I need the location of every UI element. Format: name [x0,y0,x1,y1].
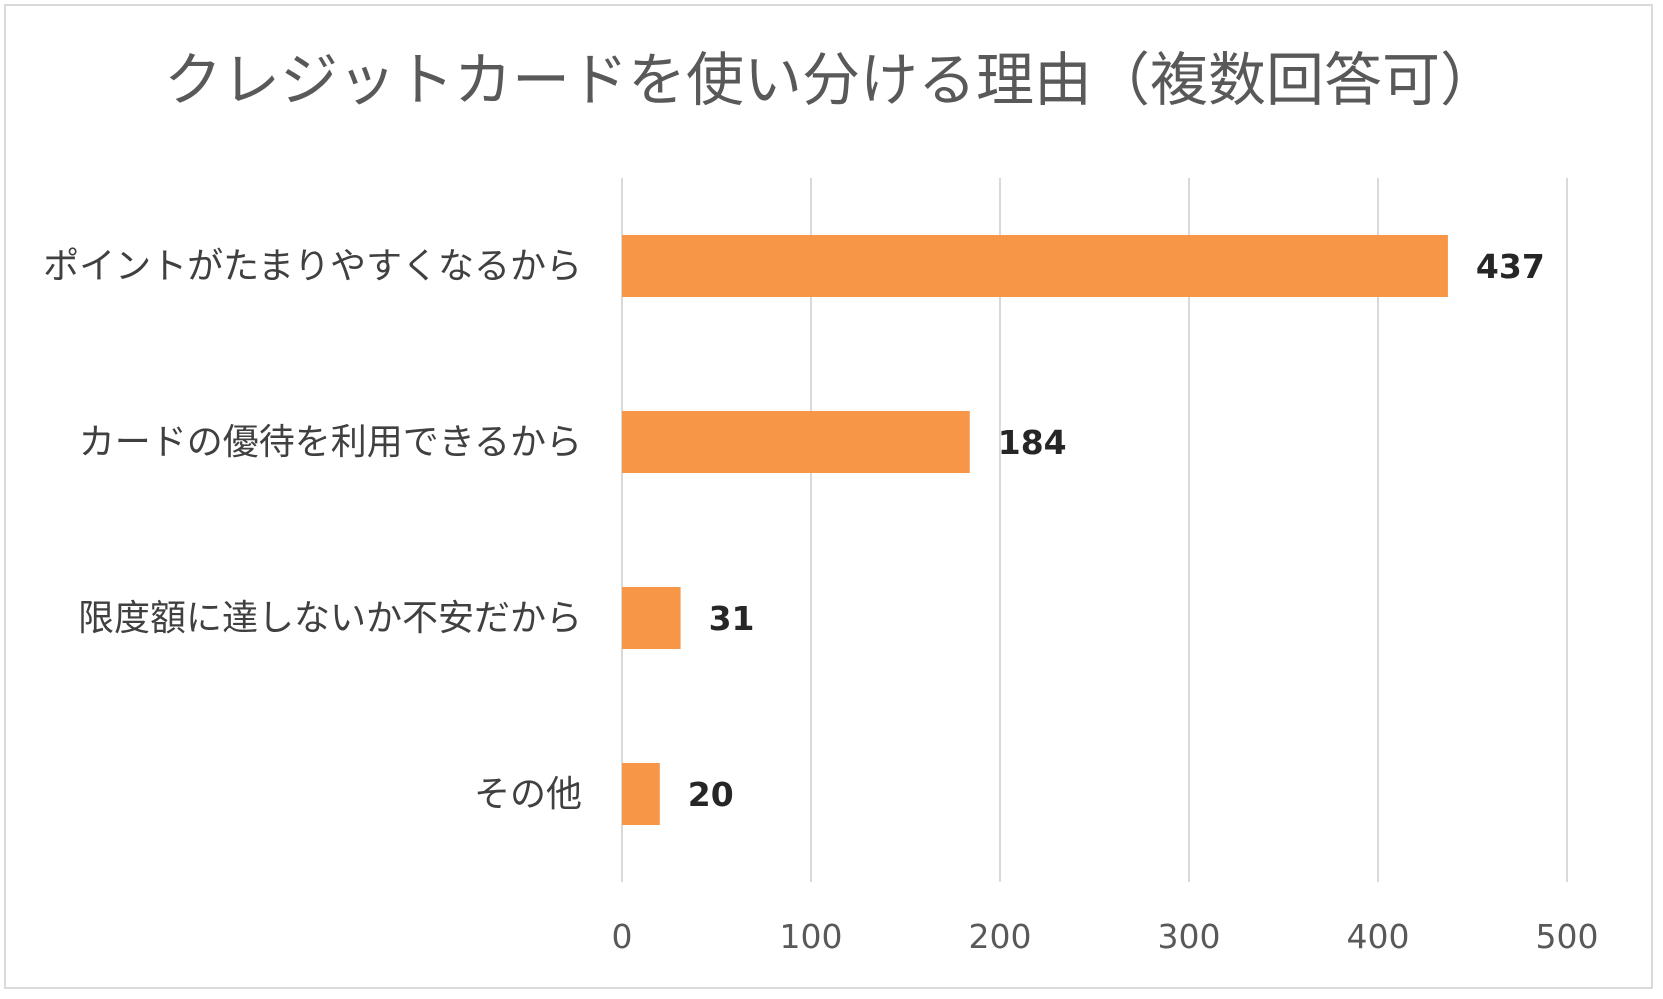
data-label: 31 [709,599,755,638]
bar [622,411,970,473]
bars [622,235,1448,825]
bar [622,235,1448,297]
data-label: 437 [1476,247,1545,286]
category-labels: ポイントがたまりやすくなるからカードの優待を利用できるから限度額に達しないか不安… [43,246,582,815]
category-label: 限度額に達しないか不安だから [78,598,582,639]
x-tick-label: 500 [1536,917,1599,956]
data-label: 20 [688,775,734,814]
bar [622,763,660,825]
bar [622,587,681,649]
data-label: 184 [998,423,1067,462]
chart-title: クレジットカードを使い分ける理由（複数回答可） [164,46,1498,114]
category-label: ポイントがたまりやすくなるから [43,246,582,287]
x-tick-label: 400 [1347,917,1410,956]
x-tick-label: 0 [612,917,633,956]
category-label: カードの優待を利用できるから [79,422,582,463]
category-label: その他 [474,774,582,815]
x-tick-label: 200 [969,917,1032,956]
value-labels: 437 184 31 20 [688,247,1545,814]
x-axis-tick-labels: 0 100 200 300 400 500 [612,917,1599,956]
x-tick-label: 300 [1158,917,1221,956]
x-tick-label: 100 [780,917,843,956]
